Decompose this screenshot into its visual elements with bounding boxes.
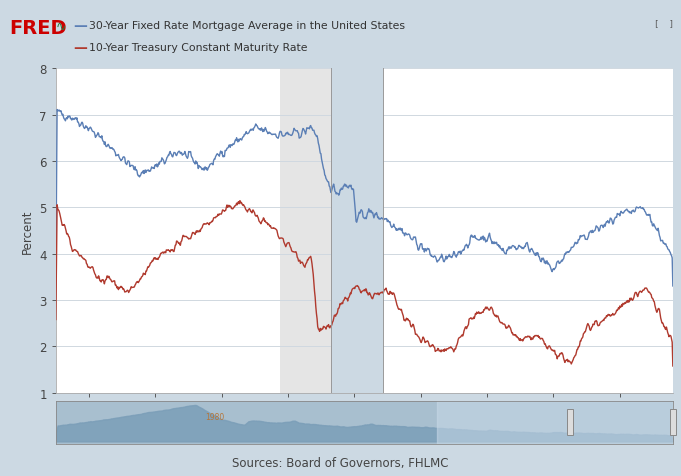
Text: —: —	[74, 19, 87, 33]
Text: —: —	[74, 40, 87, 55]
Bar	[437, 401, 673, 444]
Y-axis label: Percent: Percent	[20, 208, 34, 253]
Text: [  ]: [ ]	[654, 20, 674, 28]
Text: Sources: Board of Governors, FHLMC: Sources: Board of Governors, FHLMC	[232, 456, 449, 468]
Text: ∿: ∿	[56, 21, 66, 34]
Bar	[280, 69, 331, 393]
Text: 30-Year Fixed Rate Mortgage Average in the United States: 30-Year Fixed Rate Mortgage Average in t…	[89, 21, 405, 31]
Bar	[331, 69, 383, 393]
Text: FRED: FRED	[10, 19, 67, 38]
Text: 10-Year Treasury Constant Maturity Rate: 10-Year Treasury Constant Maturity Rate	[89, 43, 307, 52]
Text: 1980: 1980	[205, 413, 224, 422]
